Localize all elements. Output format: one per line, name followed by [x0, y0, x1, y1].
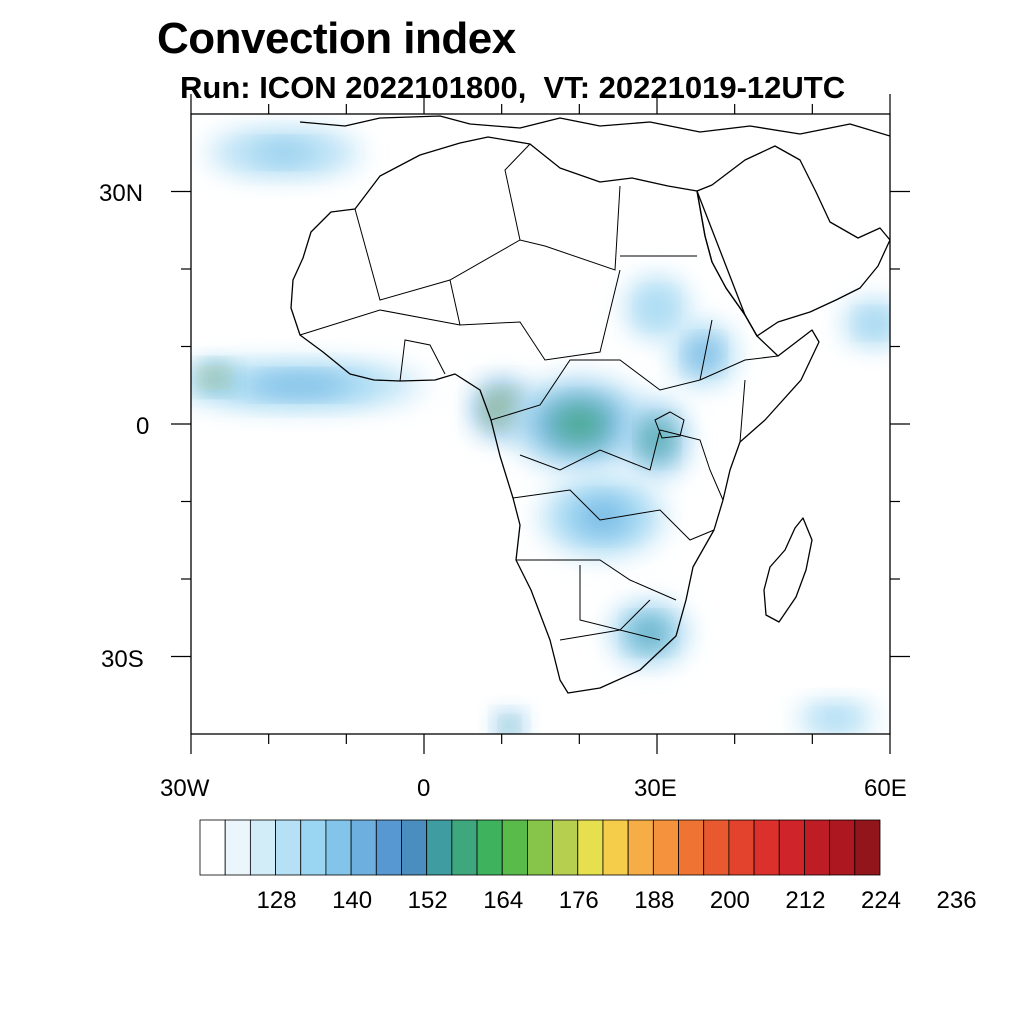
arabia-coastline [696, 145, 890, 337]
border-sahel [299, 309, 461, 336]
colorbar-box-19 [678, 819, 705, 876]
colorbar-box-3 [275, 819, 302, 876]
border-s2 [516, 559, 677, 601]
colorbar-box-14 [552, 819, 579, 876]
colorbar-label-212: 212 [785, 887, 826, 914]
convection-blob-10-2 [253, 143, 316, 163]
colorbar-box-12 [501, 819, 528, 876]
colorbar-box-13 [527, 819, 553, 876]
lon-label-0: 0 [417, 775, 431, 802]
colorbar-label-236: 236 [936, 887, 977, 914]
convection-blob-6-2 [577, 501, 628, 533]
border-n2 [449, 269, 621, 361]
colorbar-box-25 [829, 819, 856, 876]
colorbar-box-17 [627, 819, 654, 876]
colorbar-box-24 [804, 819, 831, 876]
colorbar [199, 819, 881, 876]
axis-ticks [171, 94, 910, 754]
colorbar-box-8 [401, 819, 428, 876]
colorbar-box-22 [753, 819, 780, 876]
colorbar-box-7 [375, 819, 402, 876]
lon-label-60e: 60E [864, 775, 907, 802]
convection-blob-9-2 [862, 313, 887, 333]
convection-blob-12-2 [820, 712, 852, 725]
lat-label-30n: 30N [99, 180, 144, 207]
colorbar-box-9 [426, 819, 453, 876]
convection-blob-5-2 [691, 341, 717, 367]
colorbar-box-2 [249, 819, 276, 876]
red-sea [696, 190, 746, 316]
chart-title: Convection index [157, 14, 516, 63]
europe-coastline [299, 115, 890, 137]
colorbar-label-176: 176 [558, 887, 599, 914]
border-n3 [504, 143, 531, 241]
colorbar-box-6 [350, 819, 377, 876]
colorbar-label-128: 128 [256, 887, 297, 914]
colorbar-box-5 [325, 819, 352, 876]
colorbar-box-21 [728, 819, 755, 876]
border-central [490, 359, 701, 421]
convection-blob-11-2 [503, 720, 516, 733]
convection-blob-4-2 [644, 424, 670, 455]
border-congo [519, 429, 724, 501]
convection-blob-3-2 [551, 405, 608, 443]
colorbar-box-4 [300, 819, 327, 876]
colorbar-box-11 [476, 819, 503, 876]
lat-label-30s: 30S [101, 646, 144, 673]
madagascar-coastline [763, 517, 813, 623]
colorbar-label-152: 152 [407, 887, 448, 914]
lon-label-30w: 30W [160, 775, 210, 802]
convection-field [191, 129, 890, 734]
colorbar-label-164: 164 [483, 887, 524, 914]
colorbar-box-10 [451, 819, 478, 876]
convection-blob-8-2 [644, 295, 670, 321]
lon-label-30e: 30E [634, 775, 677, 802]
convection-blob-1-2 [204, 371, 224, 384]
lat-label-eq: 0 [136, 413, 150, 440]
colorbar-box-1 [224, 819, 251, 876]
colorbar-label-224: 224 [860, 887, 902, 914]
lake-victoria [654, 411, 685, 439]
colorbar-label-200: 200 [709, 887, 750, 914]
convection-blob-0-2 [250, 375, 350, 395]
border-s4 [559, 629, 661, 641]
border-coast [399, 339, 446, 382]
country-borders [299, 143, 779, 641]
colorbar-box-26 [854, 819, 881, 876]
colorbar-box-18 [652, 819, 679, 876]
border-horn [699, 319, 779, 443]
border-s1 [512, 489, 715, 541]
colorbar-box-16 [602, 819, 629, 876]
chart-subtitle: Run: ICON 2022101800, VT: 20221019-12UTC [180, 70, 846, 105]
colorbar-label-140: 140 [332, 887, 373, 914]
border-s3 [579, 565, 651, 631]
colorbar-box-15 [577, 819, 604, 876]
colorbar-label-188: 188 [634, 887, 675, 914]
convection-blob-7-2 [633, 620, 665, 646]
colorbar-box-20 [703, 819, 730, 876]
colorbar-box-23 [778, 819, 805, 876]
colorbar-box-0 [199, 819, 226, 876]
